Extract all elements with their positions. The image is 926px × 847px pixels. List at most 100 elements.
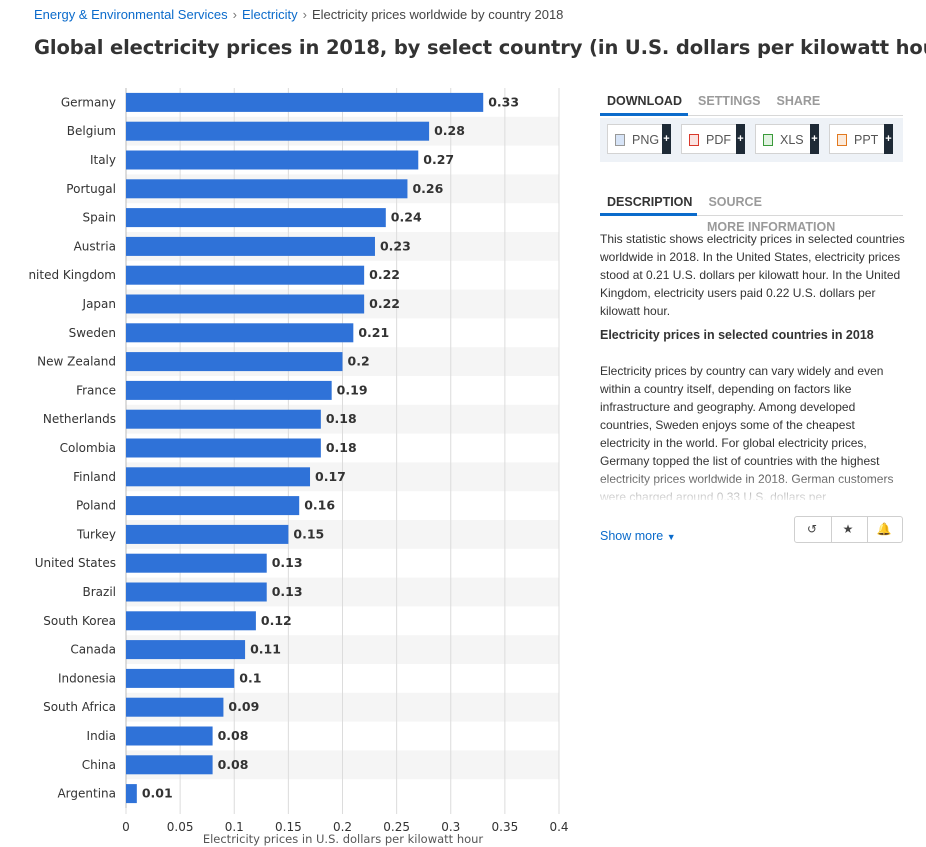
bell-icon[interactable]: 🔔 bbox=[876, 522, 892, 536]
x-axis-title: Electricity prices in U.S. dollars per k… bbox=[203, 832, 484, 846]
breadcrumb-link-electricity[interactable]: Electricity bbox=[242, 7, 298, 22]
category-label: nited Kingdom bbox=[28, 268, 116, 282]
download-pdf-label: PDF bbox=[706, 133, 731, 147]
category-label: Brazil bbox=[83, 585, 117, 599]
value-label: 0.12 bbox=[261, 613, 292, 628]
value-label: 0.23 bbox=[380, 238, 411, 253]
bar bbox=[126, 611, 256, 631]
value-label: 0.11 bbox=[250, 642, 281, 657]
category-label: Indonesia bbox=[58, 671, 116, 685]
x-tick-label: 0.15 bbox=[275, 820, 302, 834]
info-tabs: DESCRIPTION SOURCE bbox=[599, 195, 770, 215]
breadcrumb-separator: › bbox=[302, 7, 307, 22]
bar bbox=[126, 438, 321, 458]
bar bbox=[126, 726, 213, 746]
value-label: 0.28 bbox=[434, 123, 465, 138]
plus-icon: + bbox=[810, 124, 819, 154]
bar bbox=[126, 121, 430, 141]
breadcrumb-separator: › bbox=[232, 7, 237, 22]
category-label: South Africa bbox=[43, 700, 116, 714]
caret-down-icon: ▼ bbox=[666, 532, 676, 542]
bar bbox=[126, 294, 365, 314]
bar bbox=[126, 784, 137, 804]
show-more-label: Show more bbox=[600, 529, 664, 543]
category-label: Japan bbox=[82, 297, 116, 311]
x-tick-label: 0 bbox=[122, 820, 130, 834]
bar bbox=[126, 496, 300, 516]
divider bbox=[867, 517, 868, 542]
value-label: 0.21 bbox=[358, 325, 389, 340]
plus-icon: + bbox=[736, 124, 745, 154]
value-label: 0.09 bbox=[228, 699, 259, 714]
value-label: 0.01 bbox=[142, 786, 173, 801]
bar bbox=[126, 150, 419, 170]
download-ppt-label: PPT bbox=[854, 133, 879, 147]
category-label: Poland bbox=[76, 499, 116, 513]
breadcrumb-current: Electricity prices worldwide by country … bbox=[311, 7, 564, 22]
x-tick-label: 0.1 bbox=[225, 820, 244, 834]
value-label: 0.18 bbox=[326, 411, 357, 426]
bar bbox=[126, 208, 386, 228]
bar bbox=[126, 524, 289, 544]
value-label: 0.08 bbox=[218, 757, 249, 772]
tab-more-information[interactable]: MORE INFORMATION bbox=[707, 220, 836, 234]
x-tick-label: 0.2 bbox=[333, 820, 352, 834]
value-label: 0.24 bbox=[391, 210, 422, 225]
category-label: China bbox=[82, 758, 116, 772]
download-tabs: DOWNLOAD SETTINGS SHARE bbox=[599, 94, 828, 114]
bar bbox=[126, 697, 224, 717]
tab-description[interactable]: DESCRIPTION bbox=[607, 195, 693, 209]
value-label: 0.16 bbox=[304, 498, 335, 513]
bar bbox=[126, 467, 311, 487]
bar bbox=[126, 380, 332, 400]
x-tick-label: 0.4 bbox=[549, 820, 568, 834]
download-ppt-button[interactable]: PPT + bbox=[829, 124, 893, 154]
category-label: Italy bbox=[90, 153, 116, 167]
bar bbox=[126, 553, 267, 573]
show-more-link[interactable]: Show more ▼ bbox=[600, 529, 676, 543]
download-xls-button[interactable]: XLS + bbox=[755, 124, 819, 154]
tab-download[interactable]: DOWNLOAD bbox=[607, 94, 682, 108]
bar bbox=[126, 92, 484, 112]
bar-chart: Germany 0.33 Belgium 0.28 Italy 0.27 Portugal 0… bbox=[28, 88, 569, 846]
breadcrumb-link-energy[interactable]: Energy & Environmental Services bbox=[34, 7, 228, 22]
category-label: Finland bbox=[73, 470, 116, 484]
png-file-icon bbox=[615, 134, 625, 146]
category-label: Spain bbox=[82, 211, 116, 225]
category-label: Argentina bbox=[57, 787, 116, 801]
value-label: 0.17 bbox=[315, 469, 346, 484]
tab-source[interactable]: SOURCE bbox=[708, 195, 762, 209]
description-subheading: Electricity prices in selected countries… bbox=[600, 328, 874, 342]
xls-file-icon bbox=[763, 134, 773, 146]
category-label: Germany bbox=[61, 95, 116, 109]
bar bbox=[126, 582, 267, 602]
category-label: South Korea bbox=[43, 614, 116, 628]
bar bbox=[126, 668, 235, 688]
category-label: France bbox=[76, 383, 116, 397]
value-label: 0.19 bbox=[337, 382, 368, 397]
bar bbox=[126, 755, 213, 775]
value-label: 0.18 bbox=[326, 440, 357, 455]
value-label: 0.13 bbox=[272, 555, 303, 570]
description-paragraph: This statistic shows electricity prices … bbox=[600, 232, 905, 318]
star-icon[interactable]: ★ bbox=[842, 522, 854, 536]
value-label: 0.33 bbox=[488, 94, 519, 109]
x-tick-label: 0.25 bbox=[383, 820, 410, 834]
bar bbox=[126, 236, 375, 256]
download-png-label: PNG bbox=[632, 133, 660, 147]
value-label: 0.15 bbox=[293, 526, 324, 541]
tab-share[interactable]: SHARE bbox=[776, 94, 821, 108]
bar bbox=[126, 323, 354, 343]
history-icon[interactable]: ↺ bbox=[806, 522, 818, 536]
value-label: 0.26 bbox=[412, 181, 443, 196]
download-png-button[interactable]: PNG + bbox=[607, 124, 671, 154]
divider bbox=[831, 517, 832, 542]
bar bbox=[126, 265, 365, 285]
page-title: Global electricity prices in 2018, by se… bbox=[34, 36, 926, 59]
breadcrumb: Energy & Environmental Services › Electric… bbox=[34, 7, 563, 22]
download-pdf-button[interactable]: PDF + bbox=[681, 124, 745, 154]
tab-settings[interactable]: SETTINGS bbox=[698, 94, 761, 108]
category-label: New Zealand bbox=[37, 355, 116, 369]
value-label: 0.27 bbox=[423, 152, 454, 167]
tab-divider bbox=[600, 115, 903, 116]
